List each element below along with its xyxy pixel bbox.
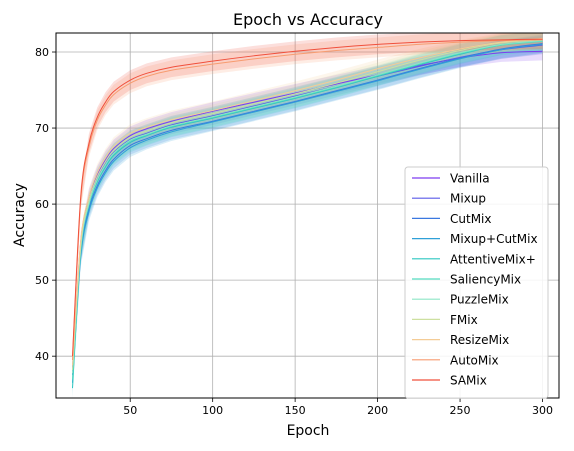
x-tick-label: 150 xyxy=(285,404,306,417)
x-tick-label: 200 xyxy=(367,404,388,417)
legend-label-automix: AutoMix xyxy=(450,353,499,367)
legend-label-mixup-cutmix: Mixup+CutMix xyxy=(450,232,538,246)
y-tick-label: 40 xyxy=(35,350,49,363)
x-tick-label: 100 xyxy=(202,404,223,417)
plot-frame xyxy=(55,32,560,399)
line-vanilla xyxy=(71,50,543,368)
line-mixup-cutmix xyxy=(71,43,543,383)
legend-label-cutmix: CutMix xyxy=(450,212,491,226)
x-axis-ticks: 50 100 150 200 250 300 xyxy=(123,398,553,417)
legend-label-attentivemix: AttentiveMix+ xyxy=(450,252,536,266)
x-tick-label: 50 xyxy=(123,404,137,417)
x-tick-label: 300 xyxy=(532,404,553,417)
legend-label-vanilla: Vanilla xyxy=(450,172,490,186)
y-tick-label: 60 xyxy=(35,198,49,211)
x-axis-label: Epoch xyxy=(287,423,330,439)
chart-title: Epoch vs Accuracy xyxy=(233,10,383,29)
line-automix xyxy=(71,39,543,361)
line-samix xyxy=(71,38,543,357)
legend-label-resizemix: ResizeMix xyxy=(450,333,509,347)
band-fmix xyxy=(72,33,543,379)
legend-label-mixup: Mixup xyxy=(450,192,486,206)
line-cutmix xyxy=(71,43,543,376)
line-resizemix xyxy=(71,37,543,366)
legend-label-fmix: FMix xyxy=(450,313,478,327)
legend-label-puzzlemix: PuzzleMix xyxy=(450,293,509,307)
legend-label-saliencymix: SaliencyMix xyxy=(450,273,521,287)
band-attentivemix xyxy=(72,33,543,398)
y-tick-label: 70 xyxy=(35,122,49,135)
line-fmix xyxy=(71,39,543,370)
y-tick-label: 50 xyxy=(35,274,49,287)
series-lines xyxy=(71,37,543,389)
y-axis-label: Accuracy xyxy=(12,183,28,247)
legend-box xyxy=(404,166,549,399)
y-tick-label: 80 xyxy=(35,46,49,59)
x-tick-label: 250 xyxy=(450,404,471,417)
line-puzzlemix xyxy=(71,40,543,373)
legend-label-samix: SAMix xyxy=(450,374,487,388)
y-axis-ticks: 40 50 60 70 80 xyxy=(35,46,56,363)
band-mixup-cutmix xyxy=(72,35,543,392)
legend: Vanilla Mixup CutMix Mixup+CutMix AttentiveM… xyxy=(404,166,549,399)
